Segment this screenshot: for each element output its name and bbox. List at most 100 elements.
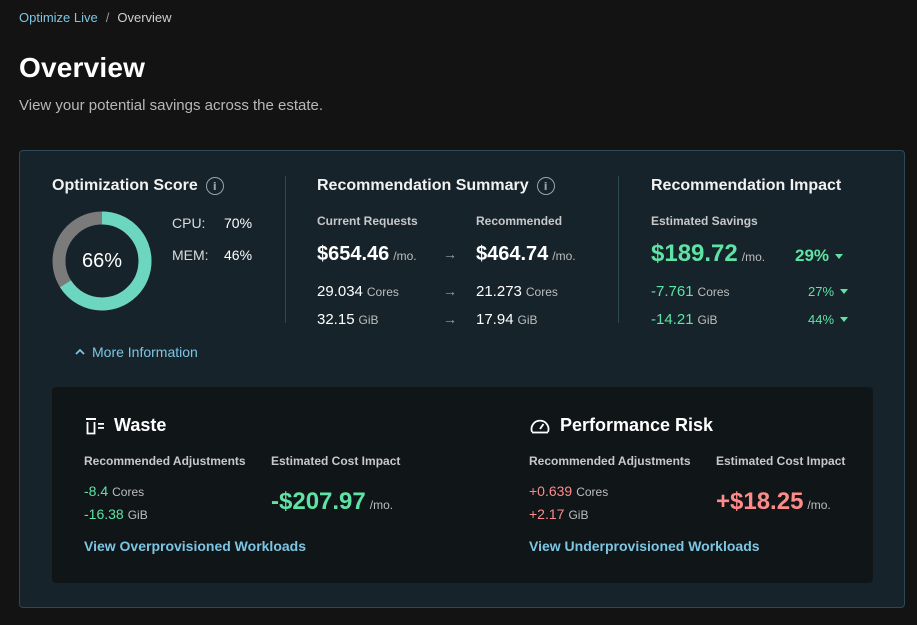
- recommended-cost: $464.74/mo.: [476, 243, 576, 266]
- risk-cores: +0.639 Cores: [529, 483, 608, 499]
- current-memory-value: 32.15: [317, 311, 355, 328]
- divider: [285, 176, 286, 323]
- page-title: Overview: [19, 52, 146, 83]
- arrow-right-icon: →: [443, 311, 457, 327]
- donut-fill: [52, 211, 152, 311]
- savings-percent-value: 29%: [795, 246, 830, 265]
- memory-percent-value: 44%: [808, 312, 835, 327]
- recommendation-summary-title: Recommendation Summary i: [317, 177, 555, 195]
- mem-label: MEM:: [172, 247, 209, 263]
- estimated-savings-label: Estimated Savings: [651, 214, 758, 228]
- per-month-unit: /mo.: [552, 249, 576, 263]
- risk-cost: +$18.25/mo.: [716, 488, 831, 516]
- per-month-unit: /mo.: [369, 498, 394, 512]
- waste-label: Waste: [114, 415, 167, 435]
- cpu-value: 70%: [224, 215, 253, 231]
- risk-memory: +2.17 GiB: [529, 506, 588, 522]
- performance-risk-title: Performance Risk: [529, 415, 713, 436]
- breadcrumb-link-optimize-live[interactable]: Optimize Live: [19, 10, 98, 25]
- waste-cost-label: Estimated Cost Impact: [271, 454, 401, 468]
- optimization-score-title: Optimization Score i: [52, 177, 224, 195]
- savings-percent: 29%: [795, 246, 844, 266]
- view-overprovisioned-workloads-link[interactable]: View Overprovisioned Workloads: [84, 538, 306, 554]
- recommended-cores: 21.273 Cores: [476, 283, 558, 300]
- waste-cost: -$207.97/mo.: [271, 488, 393, 516]
- divider: [618, 176, 619, 323]
- caret-down-icon: [840, 289, 849, 294]
- info-icon[interactable]: i: [536, 177, 555, 195]
- cores-impact-value: -7.761: [651, 283, 694, 300]
- gib-unit: GiB: [358, 313, 379, 327]
- waste-memory: -16.38 GiB: [84, 506, 148, 522]
- current-cost: $654.46/mo.: [317, 243, 417, 266]
- breadcrumb-current: Overview: [117, 10, 172, 25]
- caret-down-icon: [840, 317, 849, 322]
- optimization-score-donut: [52, 211, 152, 311]
- gauge-icon: [530, 419, 550, 433]
- more-information-label: More Information: [92, 344, 198, 360]
- more-information-toggle[interactable]: More Information: [74, 344, 198, 360]
- waste-cores-value: -8.4: [84, 483, 109, 499]
- caret-down-icon: [835, 253, 844, 259]
- waste-adjustments-label: Recommended Adjustments: [84, 454, 246, 468]
- waste-cores: -8.4 Cores: [84, 483, 144, 499]
- recommendation-summary-label: Recommendation Summary: [317, 177, 529, 194]
- cores-unit: Cores: [366, 285, 399, 299]
- risk-memory-value: +2.17: [529, 506, 565, 522]
- trash-icon: [86, 417, 104, 434]
- cpu-label: CPU:: [172, 215, 206, 231]
- gib-unit: GiB: [697, 313, 718, 327]
- recommended-label: Recommended: [476, 214, 563, 228]
- cores-impact: -7.761 Cores: [651, 283, 730, 300]
- memory-impact: -14.21 GiB: [651, 311, 718, 328]
- recommendation-impact-label: Recommendation Impact: [651, 177, 842, 194]
- optimization-score-value: 66%: [81, 249, 123, 272]
- arrow-right-icon: →: [443, 246, 457, 262]
- view-underprovisioned-workloads-link[interactable]: View Underprovisioned Workloads: [529, 538, 760, 554]
- risk-adjustments-label: Recommended Adjustments: [529, 454, 691, 468]
- gib-unit: GiB: [568, 508, 589, 522]
- breadcrumb-separator: /: [105, 10, 110, 25]
- cores-unit: Cores: [525, 285, 558, 299]
- current-cost-value: $654.46: [317, 243, 390, 265]
- optimization-score-label: Optimization Score: [52, 177, 198, 194]
- chevron-up-icon: [75, 348, 85, 355]
- cores-unit: Cores: [576, 485, 609, 499]
- cores-unit: Cores: [112, 485, 145, 499]
- memory-impact-value: -14.21: [651, 311, 694, 328]
- waste-title: Waste: [85, 415, 166, 436]
- current-cores-value: 29.034: [317, 283, 363, 300]
- recommended-cores-value: 21.273: [476, 283, 522, 300]
- risk-cost-value: +$18.25: [716, 488, 804, 515]
- current-memory: 32.15 GiB: [317, 311, 379, 328]
- performance-risk-label: Performance Risk: [560, 415, 714, 435]
- per-month-unit: /mo.: [807, 498, 831, 512]
- risk-cores-value: +0.639: [529, 483, 573, 499]
- recommendation-impact-title: Recommendation Impact: [651, 177, 841, 195]
- waste-memory-value: -16.38: [84, 506, 124, 522]
- info-icon[interactable]: i: [205, 177, 224, 195]
- recommended-cost-value: $464.74: [476, 243, 549, 265]
- breakdown-panel: Waste Recommended Adjustments Estimated …: [52, 387, 873, 583]
- estimated-savings: $189.72/mo.: [651, 240, 765, 268]
- recommended-memory: 17.94 GiB: [476, 311, 538, 328]
- arrow-right-icon: →: [443, 283, 457, 299]
- estimated-savings-value: $189.72: [651, 240, 738, 267]
- cpu-score: CPU: 70%: [172, 215, 252, 231]
- cores-percent: 27%: [808, 284, 849, 299]
- cores-unit: Cores: [697, 285, 730, 299]
- gib-unit: GiB: [517, 313, 538, 327]
- mem-value: 46%: [224, 247, 253, 263]
- current-cores: 29.034 Cores: [317, 283, 399, 300]
- gib-unit: GiB: [127, 508, 148, 522]
- memory-percent: 44%: [808, 312, 849, 327]
- per-month-unit: /mo.: [741, 250, 766, 264]
- overview-card: Optimization Score i 66% CPU: 70% MEM: 4…: [19, 150, 905, 608]
- recommended-memory-value: 17.94: [476, 311, 514, 328]
- breadcrumb: Optimize Live / Overview: [19, 10, 172, 25]
- current-requests-label: Current Requests: [317, 214, 418, 228]
- mem-score: MEM: 46%: [172, 247, 252, 263]
- risk-cost-label: Estimated Cost Impact: [716, 454, 846, 468]
- cores-percent-value: 27%: [808, 284, 835, 299]
- waste-cost-value: -$207.97: [271, 488, 366, 515]
